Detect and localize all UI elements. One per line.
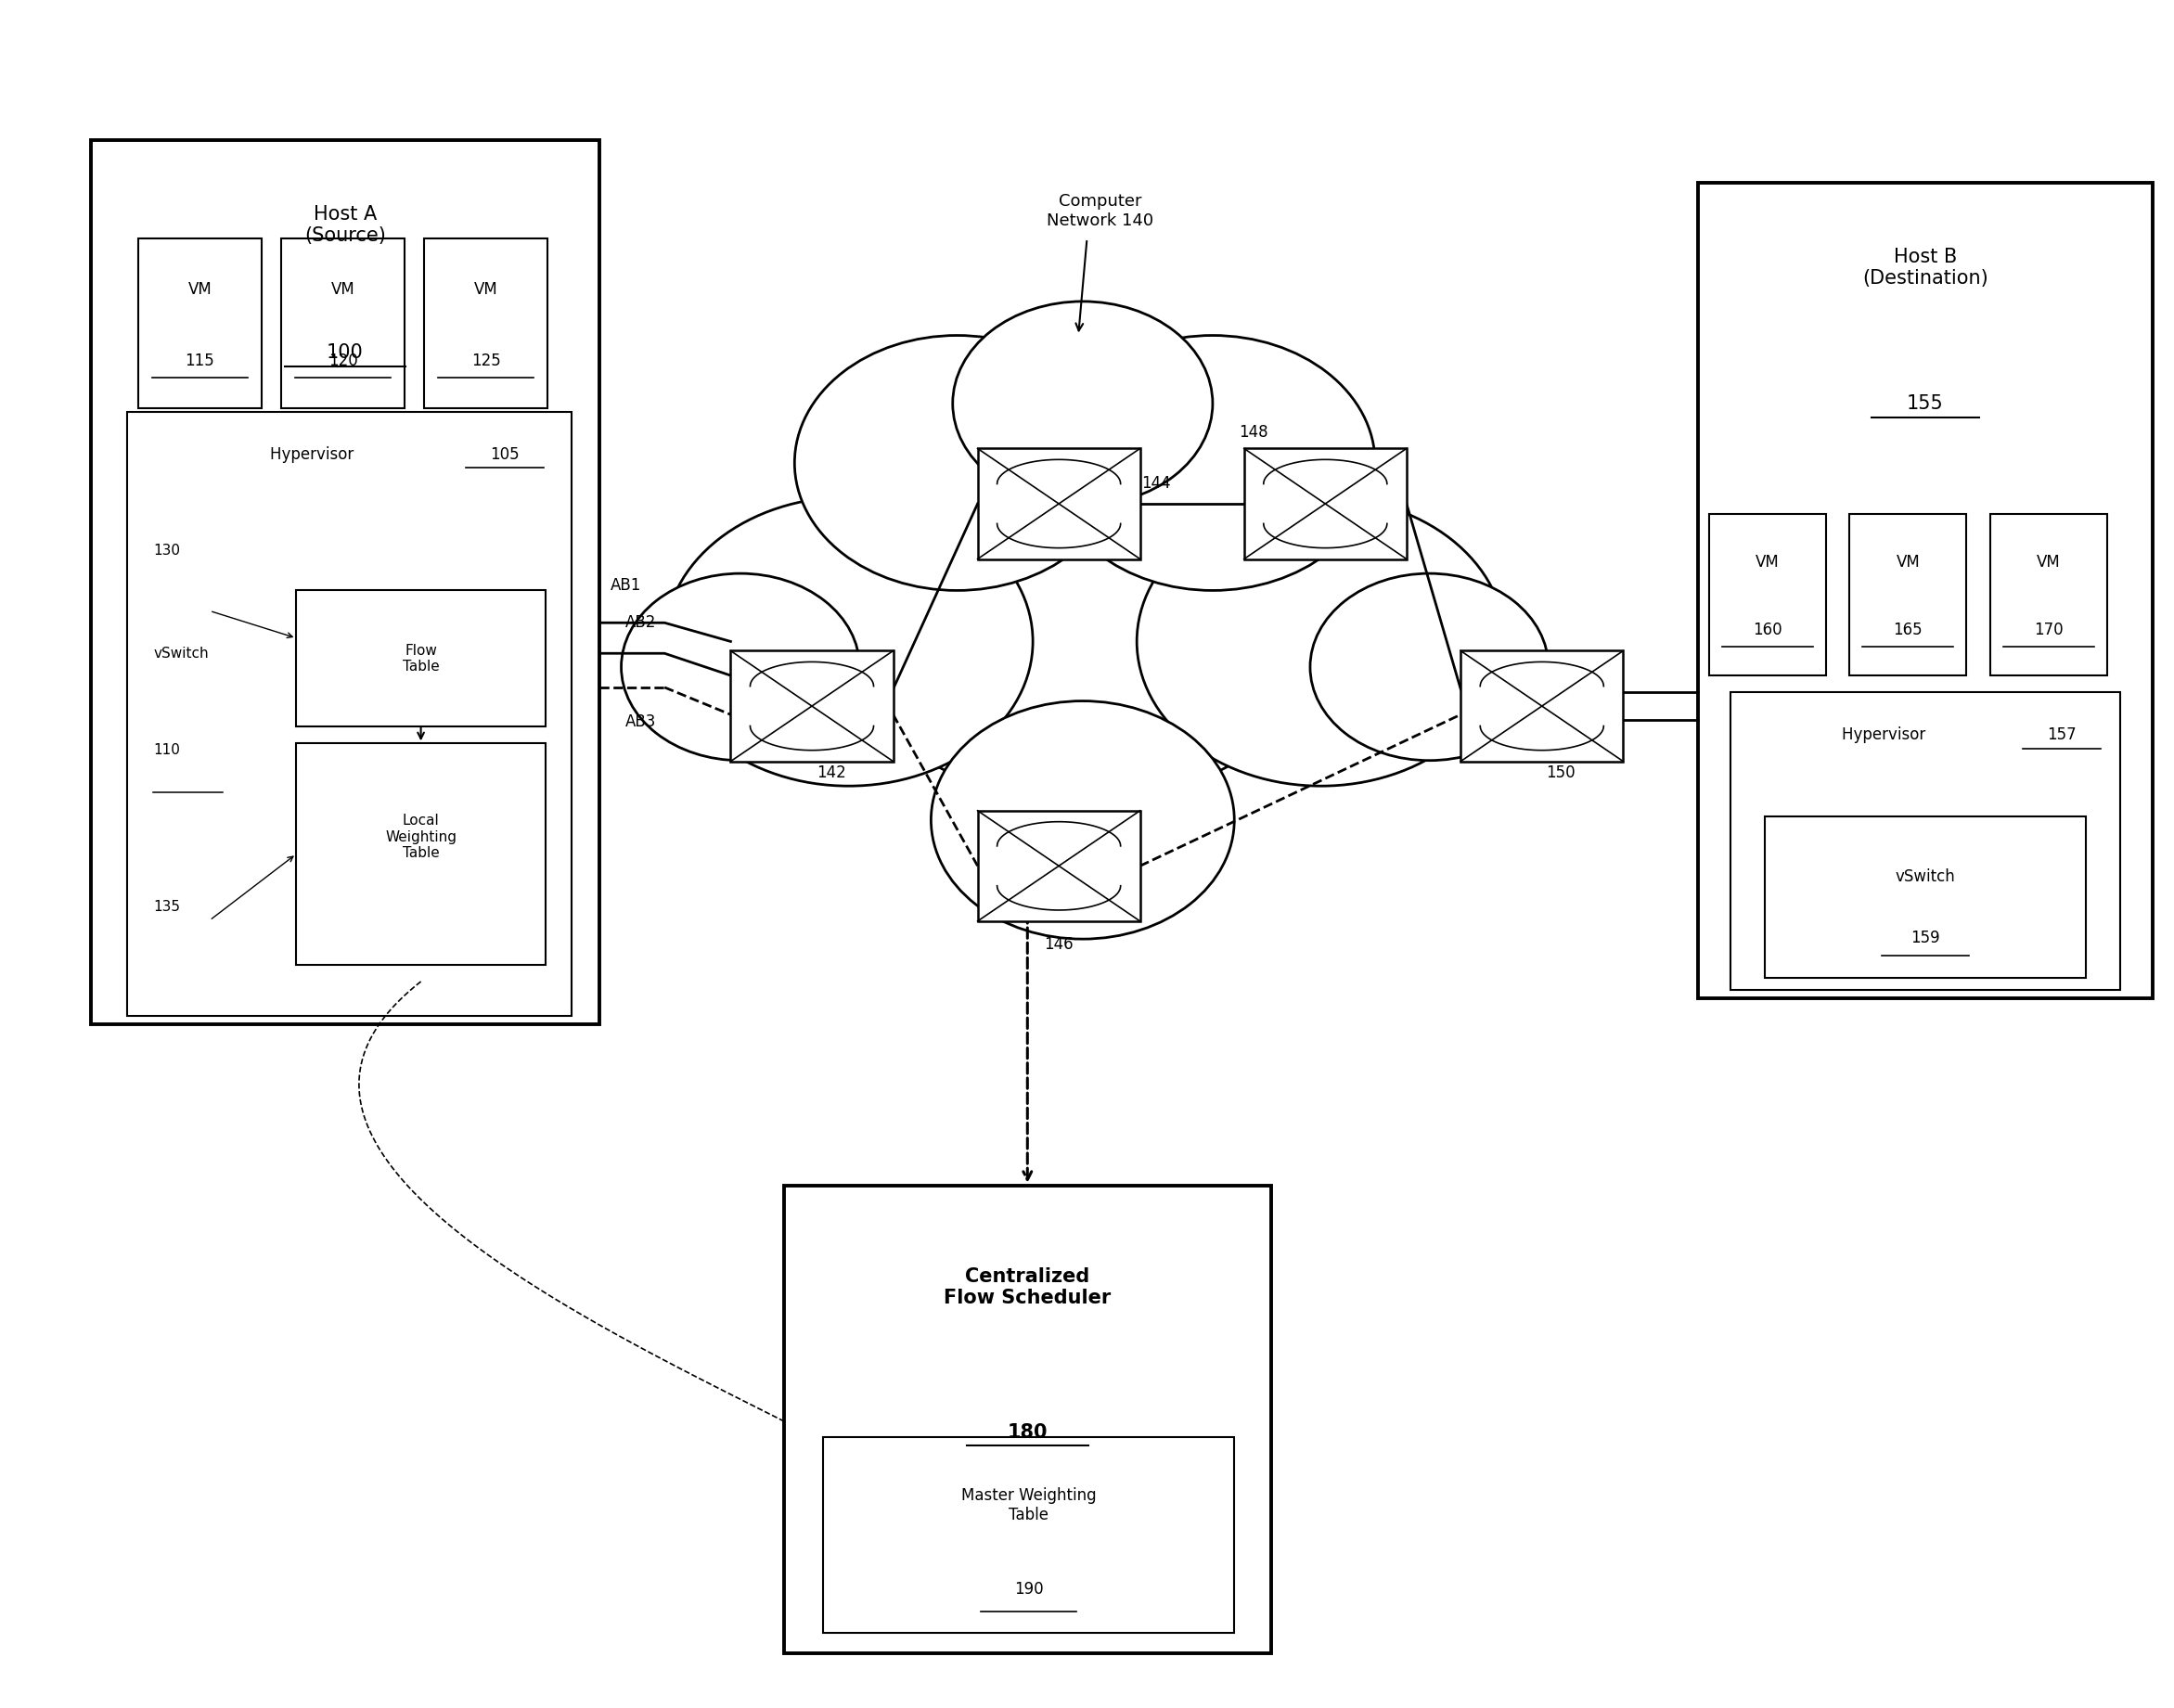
Text: Hypervisor: Hypervisor [270,446,359,463]
Text: 142: 142 [815,763,846,781]
Text: vSwitch: vSwitch [1896,868,1954,885]
Text: 146: 146 [1044,936,1074,953]
Bar [296,743,546,965]
Text: 144: 144 [1141,475,1170,492]
Bar [1850,514,1967,675]
Text: AB1: AB1 [611,577,641,594]
Text: 165: 165 [1894,622,1922,639]
Circle shape [1050,335,1376,591]
Text: VM: VM [330,282,354,297]
Text: Flow
Table: Flow Table [402,644,439,673]
Text: 125: 125 [472,352,500,369]
Circle shape [1137,497,1504,786]
Bar [1244,449,1407,559]
Text: 105: 105 [489,446,520,463]
Text: 155: 155 [1907,395,1944,413]
Text: Master Weighting
Table: Master Weighting Table [961,1488,1096,1524]
Text: 115: 115 [185,352,215,369]
Text: 159: 159 [1911,929,1939,946]
Text: Computer
Network 140: Computer Network 140 [1046,193,1154,229]
Bar [1991,514,2107,675]
Text: 120: 120 [328,352,357,369]
Circle shape [622,574,859,760]
Text: VM: VM [1896,553,1920,570]
Text: VM: VM [1754,553,1778,570]
Text: AB2: AB2 [626,615,657,632]
Circle shape [794,335,1120,591]
Text: 110: 110 [154,743,180,757]
Bar [280,239,404,408]
Bar [424,239,548,408]
Text: VM: VM [2037,553,2061,570]
Bar [1698,183,2152,999]
Circle shape [1311,574,1548,760]
Bar [1709,514,1826,675]
Text: 148: 148 [1239,424,1267,441]
Bar [730,651,894,762]
Bar [978,811,1139,921]
Bar [978,449,1139,559]
Text: 100: 100 [326,343,363,362]
Text: Host B
(Destination): Host B (Destination) [1863,248,1989,287]
Text: 135: 135 [154,900,180,914]
Bar [296,591,546,726]
Circle shape [833,412,1333,803]
Text: 170: 170 [2035,622,2063,639]
Text: Centralized
Flow Scheduler: Centralized Flow Scheduler [944,1267,1111,1308]
Bar [783,1185,1272,1653]
Text: 190: 190 [1013,1582,1044,1599]
Text: VM: VM [474,282,498,297]
Text: Local
Weighting
Table: Local Weighting Table [385,815,457,861]
Circle shape [665,497,1033,786]
Text: AB3: AB3 [626,712,657,729]
Bar [91,140,600,1025]
Text: 150: 150 [1546,763,1576,781]
Text: 160: 160 [1752,622,1783,639]
Bar [139,239,261,408]
Text: Host A
(Source): Host A (Source) [304,205,385,244]
Bar [1731,692,2120,991]
Bar [1461,651,1624,762]
Bar [822,1436,1235,1633]
Circle shape [930,700,1235,939]
Text: VM: VM [187,282,211,297]
Circle shape [952,301,1213,506]
Bar [1765,816,2085,979]
Text: vSwitch: vSwitch [154,646,209,661]
Text: 157: 157 [2048,726,2076,743]
Text: 180: 180 [1007,1423,1048,1442]
Bar [128,412,572,1016]
Text: 130: 130 [154,543,180,559]
Text: Hypervisor: Hypervisor [1841,726,1931,743]
